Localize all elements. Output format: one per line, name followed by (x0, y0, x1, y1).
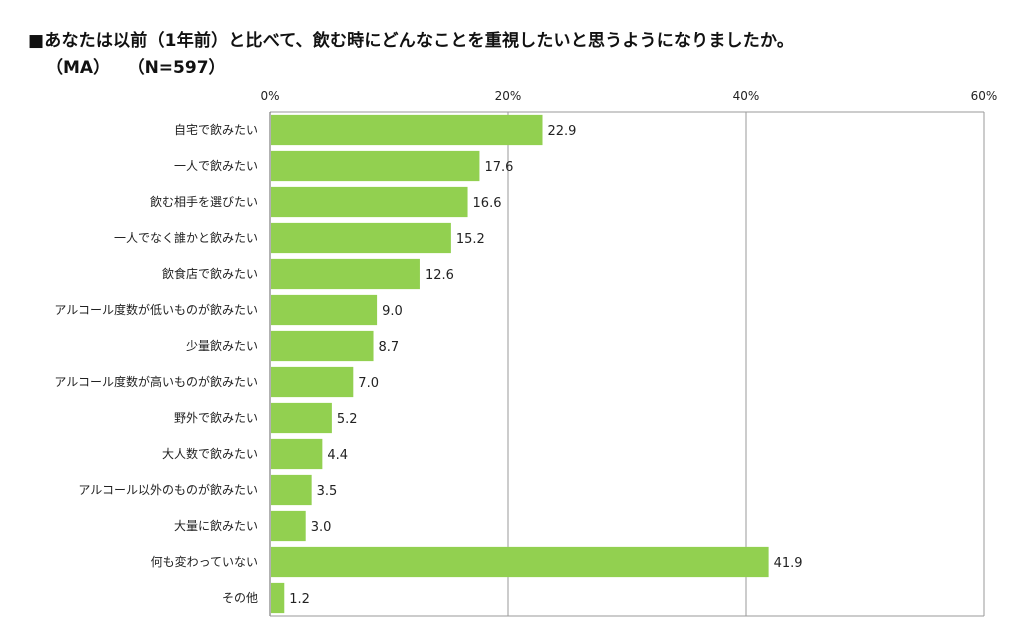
data-label: 5.2 (337, 412, 358, 427)
data-label: 3.0 (311, 520, 332, 535)
category-label: アルコール以外のものが飲みたい (78, 482, 258, 497)
data-label: 41.9 (774, 556, 803, 571)
x-tick-label: 60% (971, 89, 998, 103)
x-tick-label: 20% (495, 89, 522, 103)
bar (271, 438, 323, 470)
category-label: アルコール度数が高いものが飲みたい (54, 374, 258, 389)
data-label: 15.2 (456, 232, 485, 247)
answer-type-label: （MA） (46, 58, 111, 78)
bar (271, 402, 332, 434)
category-label: 少量飲みたい (186, 338, 258, 353)
category-label: 野外で飲みたい (174, 410, 258, 425)
bar (271, 114, 543, 146)
bar (271, 366, 354, 398)
data-label: 12.6 (425, 268, 454, 283)
category-label: 大量に飲みたい (174, 518, 258, 533)
chart-subtitle: （MA） （N=597） (46, 53, 252, 78)
category-label: 何も変わっていない (151, 554, 258, 569)
data-label: 16.6 (473, 196, 502, 211)
bar (271, 294, 378, 326)
chart-title: ■あなたは以前（1年前）と比べて、飲む時にどんなことを重視したいと思うようになり… (28, 31, 795, 51)
data-label: 22.9 (548, 124, 577, 139)
data-label: 4.4 (327, 448, 348, 463)
category-label: アルコール度数が低いものが飲みたい (54, 302, 258, 317)
category-label: 自宅で飲みたい (174, 122, 258, 137)
bar (271, 150, 480, 182)
data-label: 8.7 (379, 340, 400, 355)
category-label: その他 (222, 591, 258, 605)
data-label: 17.6 (484, 160, 513, 175)
category-label: 飲む相手を選びたい (150, 194, 258, 209)
x-tick-label: 40% (733, 89, 760, 103)
bar (271, 186, 468, 218)
bar (271, 474, 312, 506)
data-label: 3.5 (317, 484, 338, 499)
bar (271, 222, 451, 254)
bar (271, 510, 306, 542)
data-label: 7.0 (358, 376, 379, 391)
category-label: 一人でなく誰かと飲みたい (114, 230, 258, 245)
x-tick-label: 0% (260, 89, 279, 103)
data-label: 9.0 (382, 304, 403, 319)
bar (271, 546, 769, 578)
data-label: 1.2 (289, 592, 310, 607)
bar (271, 258, 420, 290)
sample-size-label: （N=597） (136, 58, 226, 78)
category-label: 飲食店で飲みたい (162, 266, 258, 281)
bar (271, 330, 374, 362)
bar (271, 582, 285, 614)
category-label: 一人で飲みたい (174, 158, 258, 173)
category-label: 大人数で飲みたい (162, 446, 258, 461)
